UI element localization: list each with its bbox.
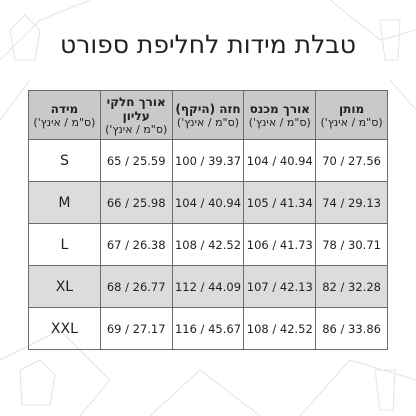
header-name: אורך מכנס [249,101,310,116]
measure-cell: 100 / 39.37 [171,139,245,182]
size-cell: XXL [28,307,101,350]
measure-cell: 67 / 26.38 [99,223,173,266]
size-cell: XL [28,265,101,308]
measure-cell: 78 / 30.71 [315,223,388,266]
header-name: מותן [339,101,365,116]
title: טבלת מידות לחליפת ספורט [60,30,356,59]
measure-cell: 86 / 33.86 [315,307,388,350]
header-unit: (ס"מ / אינץ') [105,122,168,136]
column-header: מידה (ס"מ / אינץ') [28,90,101,140]
column-header: חזה (היקף) (ס"מ / אינץ') [171,90,245,140]
measure-cell: 106 / 41.73 [243,223,317,266]
column-header: אורך חלקי עליון (ס"מ / אינץ') [99,90,173,140]
header-name: אורך חלקי עליון [106,94,166,123]
measure-cell: 66 / 25.98 [99,181,173,224]
size-cell: S [28,139,101,182]
measure-cell: 112 / 44.09 [171,265,245,308]
header-unit: (ס"מ / אינץ') [33,115,96,129]
measure-cell: 104 / 40.94 [171,181,245,224]
table-row: S 65 / 25.59 100 / 39.37 104 / 40.94 70 / 27… [28,139,388,182]
header-name: חזה (היקף) [175,101,241,116]
measure-cell: 74 / 29.13 [315,181,388,224]
header-unit: (ס"מ / אינץ') [248,115,311,129]
table-row: XXL 69 / 27.17 116 / 45.67 108 / 42.52 86 / … [28,307,388,350]
measure-cell: 107 / 42.13 [243,265,317,308]
measure-cell: 68 / 26.77 [99,265,173,308]
header-unit: (ס"מ / אינץ') [320,115,383,129]
measure-cell: 104 / 40.94 [243,139,317,182]
column-header: אורך מכנס (ס"מ / אינץ') [243,90,317,140]
measure-cell: 69 / 27.17 [99,307,173,350]
table-row: M 66 / 25.98 104 / 40.94 105 / 41.34 74 / 29… [28,181,388,224]
measure-cell: 105 / 41.34 [243,181,317,224]
measure-cell: 65 / 25.59 [99,139,173,182]
measure-cell: 82 / 32.28 [315,265,388,308]
size-cell: M [28,181,101,224]
header-row: מידה (ס"מ / אינץ') אורך חלקי עליון (ס"מ / א… [28,90,388,140]
measure-cell: 70 / 27.56 [315,139,388,182]
table-row: L 67 / 26.38 108 / 42.52 106 / 41.73 78 / 30… [28,223,388,266]
size-table: מידה (ס"מ / אינץ') אורך חלקי עליון (ס"מ / א… [28,90,388,350]
measure-cell: 108 / 42.52 [171,223,245,266]
measure-cell: 108 / 42.52 [243,307,317,350]
measure-cell: 116 / 45.67 [171,307,245,350]
header-unit: (ס"מ / אינץ') [176,115,240,129]
column-header: מותן (ס"מ / אינץ') [315,90,388,140]
table-row: XL 68 / 26.77 112 / 44.09 107 / 42.13 82 / 3… [28,265,388,308]
size-cell: L [28,223,101,266]
header-name: מידה [50,101,79,116]
